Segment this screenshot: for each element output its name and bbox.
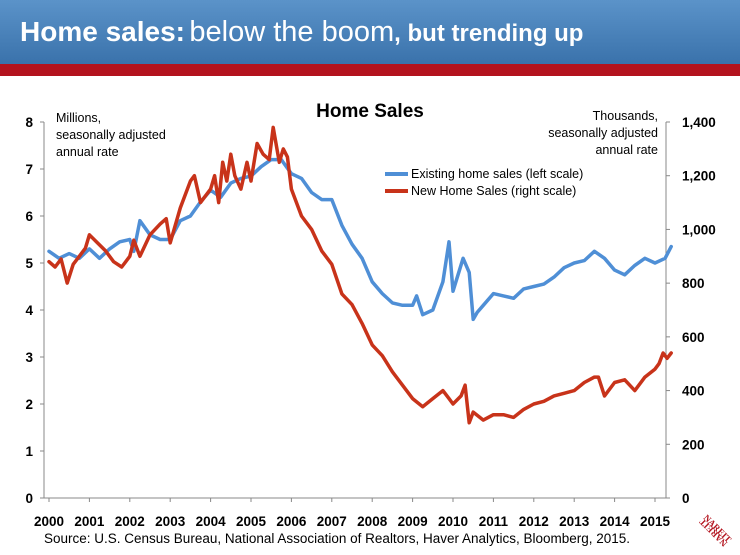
legend-label-existing: Existing home sales (left scale) [411,167,583,181]
plot-area [47,125,673,425]
source-note: Source: U.S. Census Bureau, National Ass… [44,531,631,546]
right-tick-label: 0 [682,491,690,506]
x-tick-label: 2001 [74,514,105,529]
x-tick-label: 2003 [155,514,186,529]
existing-home-sales-line [47,157,673,322]
chart-legend: Existing home sales (left scale) New Hom… [385,167,583,198]
left-tick-label: 3 [25,350,33,365]
slide-title: Home sales: below the boom, but trending… [20,16,583,49]
new-home-sales-line [47,125,673,425]
x-tick-label: 2009 [398,514,428,529]
right-axis-label-line: seasonally adjusted [548,126,658,140]
right-axis-label-line: Thousands, [593,109,658,123]
left-tick-label: 5 [25,256,33,271]
right-tick-label: 400 [682,384,705,399]
left-tick-label: 6 [25,209,33,224]
chart-title: Home Sales [316,101,424,122]
left-tick-label: 1 [25,444,33,459]
x-tick-label: 2012 [519,514,549,529]
right-tick-label: 1,400 [682,115,716,130]
left-tick-label: 8 [25,115,33,130]
right-tick-label: 800 [682,276,705,291]
left-tick-label: 7 [25,162,33,177]
slide-title-part1: Home sales: [20,16,185,47]
right-tick-label: 200 [682,437,705,452]
slide-title-part2: below the boom [189,16,395,48]
left-axis-label-line: seasonally adjusted [56,128,166,142]
left-tick-label: 2 [25,397,33,412]
x-tick-label: 2007 [317,514,347,529]
x-tick-label: 2002 [115,514,145,529]
chart-axes: 0 1 2 3 4 5 6 7 8 0 200 400 600 800 1,000 1,200 1,400 200… [25,115,715,529]
x-tick-label: 2008 [357,514,388,529]
right-axis-label-line: annual rate [595,143,658,157]
x-tick-label: 2014 [600,514,631,529]
left-axis-label-line: annual rate [56,145,119,159]
x-tick-label: 2010 [438,514,468,529]
left-axis-label: Millions, seasonally adjusted annual rat… [56,111,166,159]
x-tick-label: 2005 [236,514,267,529]
left-axis-label-line: Millions, [56,111,101,125]
x-tick-label: 2006 [276,514,307,529]
x-tick-label: 2015 [640,514,671,529]
x-tick-label: 2004 [196,514,227,529]
banner-divider [0,64,740,76]
right-tick-label: 1,200 [682,169,716,184]
x-tick-label: 2000 [34,514,64,529]
right-tick-label: 1,000 [682,222,716,237]
x-tick-label: 2013 [559,514,590,529]
left-tick-label: 0 [25,491,33,506]
left-tick-label: 4 [25,303,33,318]
legend-label-new: New Home Sales (right scale) [411,184,576,198]
x-tick-label: 2011 [479,514,509,529]
right-axis-label: Thousands, seasonally adjusted annual ra… [548,109,658,157]
title-banner: Home sales: below the boom, but trending… [0,0,740,64]
nareit-logo-icon: NAREIT NAREIT [697,513,733,549]
right-tick-label: 600 [682,330,705,345]
slide-title-part3: , but trending up [394,20,584,47]
